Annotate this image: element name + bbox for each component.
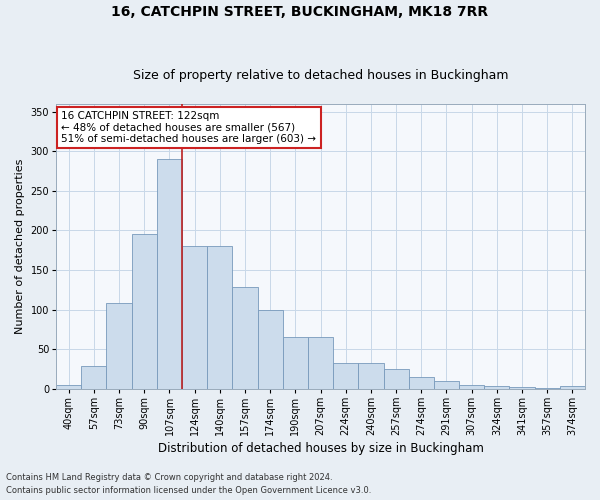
Bar bbox=[484, 386, 509, 388]
Bar bbox=[383, 369, 409, 388]
Bar bbox=[82, 366, 106, 388]
Bar bbox=[358, 362, 383, 388]
Y-axis label: Number of detached properties: Number of detached properties bbox=[15, 158, 25, 334]
Bar bbox=[283, 337, 308, 388]
Bar bbox=[157, 160, 182, 388]
Text: Contains HM Land Registry data © Crown copyright and database right 2024.
Contai: Contains HM Land Registry data © Crown c… bbox=[6, 474, 371, 495]
Bar bbox=[308, 337, 333, 388]
Title: Size of property relative to detached houses in Buckingham: Size of property relative to detached ho… bbox=[133, 69, 508, 82]
Bar bbox=[232, 288, 257, 388]
Bar bbox=[509, 387, 535, 388]
Text: 16, CATCHPIN STREET, BUCKINGHAM, MK18 7RR: 16, CATCHPIN STREET, BUCKINGHAM, MK18 7R… bbox=[112, 5, 488, 19]
Bar bbox=[182, 246, 207, 388]
Text: 16 CATCHPIN STREET: 122sqm
← 48% of detached houses are smaller (567)
51% of sem: 16 CATCHPIN STREET: 122sqm ← 48% of deta… bbox=[61, 111, 316, 144]
Bar bbox=[257, 310, 283, 388]
Bar bbox=[409, 377, 434, 388]
Bar bbox=[106, 303, 131, 388]
Bar bbox=[333, 362, 358, 388]
X-axis label: Distribution of detached houses by size in Buckingham: Distribution of detached houses by size … bbox=[158, 442, 484, 455]
Bar bbox=[560, 386, 585, 388]
Bar bbox=[56, 384, 82, 388]
Bar bbox=[459, 384, 484, 388]
Bar bbox=[131, 234, 157, 388]
Bar bbox=[207, 246, 232, 388]
Bar bbox=[434, 380, 459, 388]
